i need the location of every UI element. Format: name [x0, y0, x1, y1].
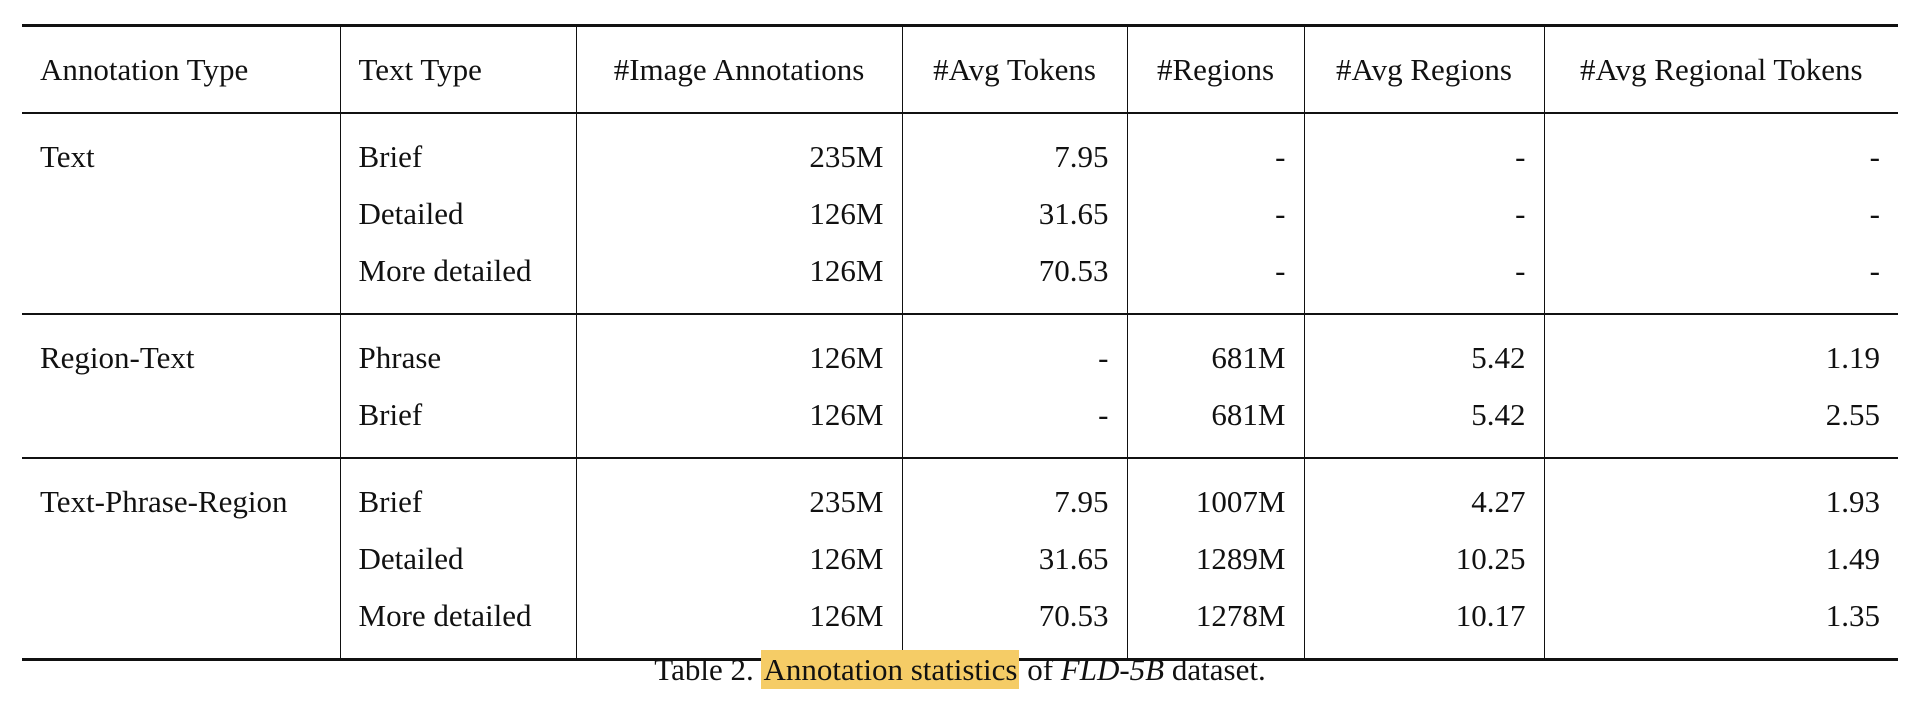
annotation-type-cell	[22, 587, 341, 660]
table-row: More detailed 126M 70.53 - - -	[22, 242, 1898, 314]
avg-regions-cell: 5.42	[1304, 314, 1545, 386]
header-avg-regional-tokens: #Avg Regional Tokens	[1579, 51, 1863, 87]
image-annotations-cell: 126M	[576, 587, 903, 660]
avg-regions-cell: 10.25	[1304, 530, 1545, 587]
text-type-cell: Detailed	[340, 530, 577, 587]
avg-tokens-cell: 70.53	[902, 587, 1128, 660]
table-row: More detailed 126M 70.53 1278M 10.17 1.3…	[22, 587, 1898, 660]
avg-regions-cell: 5.42	[1304, 386, 1545, 458]
header-avg-regions: #Avg Regions	[1304, 25, 1545, 113]
caption-highlight: Annotation statistics	[761, 650, 1020, 689]
header-image-annotations: #Image Annotations	[576, 25, 903, 113]
avg-regional-tokens-cell: -	[1869, 252, 1880, 288]
image-annotations-cell: 126M	[576, 242, 903, 314]
header-regions: #Regions	[1127, 25, 1305, 113]
header-text-type: Text Type	[340, 25, 577, 113]
image-annotations-cell: 235M	[576, 113, 903, 185]
header-row: Annotation Type Text Type #Image Annotat…	[22, 25, 1898, 113]
annotation-type-cell: Region-Text	[22, 314, 341, 386]
group-text: Text Brief 235M 7.95 - - - Detailed 126M…	[22, 113, 1898, 314]
regions-cell: -	[1127, 113, 1305, 185]
regions-cell: 1278M	[1127, 587, 1305, 660]
avg-regional-tokens-cell: 2.55	[1825, 396, 1880, 432]
avg-regions-cell: -	[1304, 185, 1545, 242]
text-type-cell: Brief	[340, 113, 577, 185]
annotation-type-cell	[22, 386, 341, 458]
avg-regional-tokens-cell: 1.49	[1825, 540, 1880, 576]
avg-tokens-cell: -	[902, 314, 1128, 386]
annotation-type-cell: Text-Phrase-Region	[22, 458, 341, 530]
group-text-phrase-region: Text-Phrase-Region Brief 235M 7.95 1007M…	[22, 458, 1898, 660]
header-avg-tokens: #Avg Tokens	[902, 25, 1128, 113]
regions-cell: -	[1127, 185, 1305, 242]
text-type-cell: More detailed	[340, 242, 577, 314]
caption-dataset-name: FLD-5B	[1060, 652, 1165, 687]
regions-cell: 1007M	[1127, 458, 1305, 530]
annotation-type-cell	[22, 530, 341, 587]
table-row: Detailed 126M 31.65 1289M 10.25 1.49	[22, 530, 1898, 587]
avg-tokens-cell: -	[902, 386, 1128, 458]
regions-cell: 1289M	[1127, 530, 1305, 587]
annotation-statistics-table: Annotation Type Text Type #Image Annotat…	[22, 24, 1898, 661]
table-header: Annotation Type Text Type #Image Annotat…	[22, 25, 1898, 113]
avg-regions-cell: 4.27	[1304, 458, 1545, 530]
avg-tokens-cell: 31.65	[902, 185, 1128, 242]
table-row: Text Brief 235M 7.95 - - -	[22, 113, 1898, 185]
regions-cell: -	[1127, 242, 1305, 314]
header-annotation-type: Annotation Type	[22, 25, 341, 113]
annotation-type-cell	[22, 185, 341, 242]
table-row: Text-Phrase-Region Brief 235M 7.95 1007M…	[22, 458, 1898, 530]
regions-cell: 681M	[1127, 386, 1305, 458]
avg-regional-tokens-cell: -	[1869, 138, 1880, 174]
avg-regions-cell: -	[1304, 242, 1545, 314]
annotation-type-cell: Text	[22, 113, 341, 185]
avg-regional-tokens-cell: 1.35	[1825, 597, 1880, 633]
image-annotations-cell: 126M	[576, 530, 903, 587]
text-type-cell: Brief	[340, 458, 577, 530]
avg-regions-cell: 10.17	[1304, 587, 1545, 660]
text-type-cell: Detailed	[340, 185, 577, 242]
avg-regional-tokens-cell: -	[1869, 195, 1880, 231]
avg-tokens-cell: 31.65	[902, 530, 1128, 587]
table-row: Region-Text Phrase 126M - 681M 5.42 1.19	[22, 314, 1898, 386]
image-annotations-cell: 126M	[576, 386, 903, 458]
avg-tokens-cell: 70.53	[902, 242, 1128, 314]
table-caption: Table 2. Annotation statistics of FLD-5B…	[0, 650, 1920, 689]
caption-label: Table 2.	[654, 652, 754, 687]
regions-cell: 681M	[1127, 314, 1305, 386]
caption-end: dataset.	[1171, 652, 1266, 687]
text-type-cell: Brief	[340, 386, 577, 458]
text-type-cell: More detailed	[340, 587, 577, 660]
avg-regional-tokens-cell: 1.19	[1825, 339, 1880, 375]
avg-regions-cell: -	[1304, 113, 1545, 185]
annotation-type-cell	[22, 242, 341, 314]
image-annotations-cell: 235M	[576, 458, 903, 530]
statistics-table-container: Annotation Type Text Type #Image Annotat…	[22, 24, 1898, 661]
avg-tokens-cell: 7.95	[902, 113, 1128, 185]
image-annotations-cell: 126M	[576, 185, 903, 242]
caption-middle: of	[1027, 652, 1054, 687]
group-region-text: Region-Text Phrase 126M - 681M 5.42 1.19…	[22, 314, 1898, 458]
table-row: Detailed 126M 31.65 - - -	[22, 185, 1898, 242]
text-type-cell: Phrase	[340, 314, 577, 386]
table-row: Brief 126M - 681M 5.42 2.55	[22, 386, 1898, 458]
avg-tokens-cell: 7.95	[902, 458, 1128, 530]
image-annotations-cell: 126M	[576, 314, 903, 386]
avg-regional-tokens-cell: 1.93	[1825, 483, 1880, 519]
